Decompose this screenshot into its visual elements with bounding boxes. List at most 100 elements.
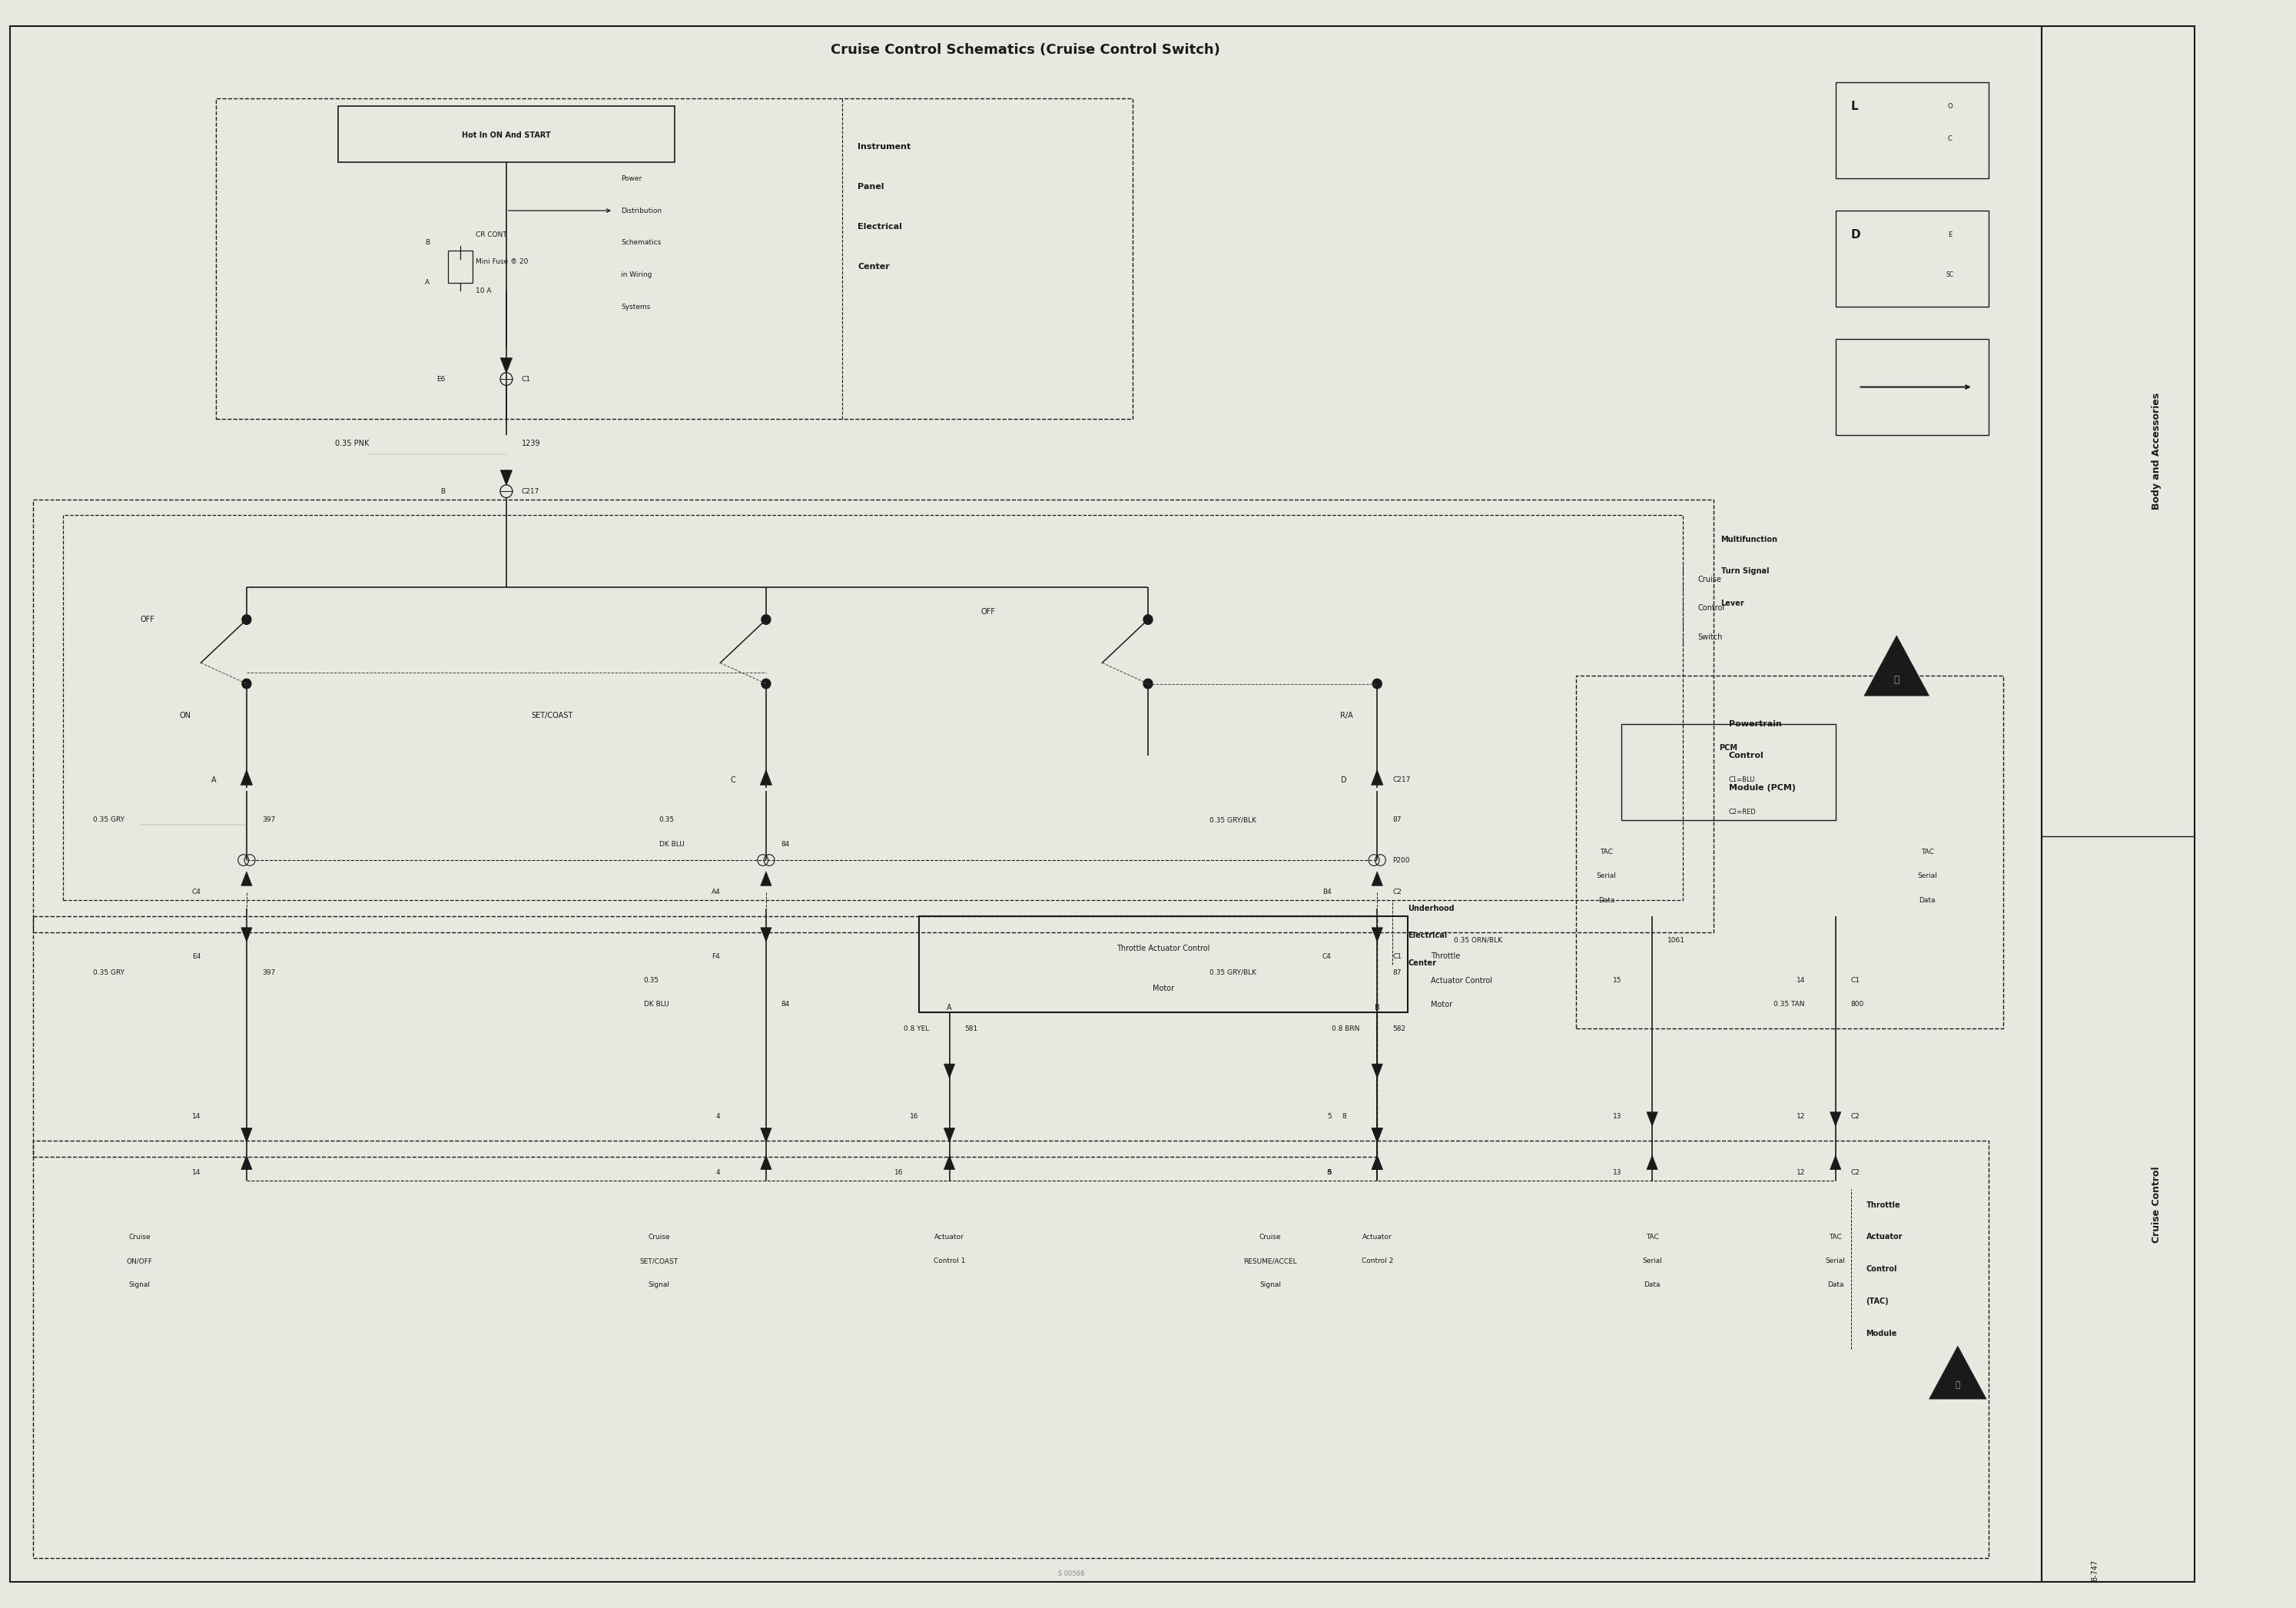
Text: 8: 8 bbox=[1343, 1113, 1348, 1121]
Text: Throttle: Throttle bbox=[1867, 1201, 1901, 1209]
Circle shape bbox=[1373, 679, 1382, 688]
Text: ⛰: ⛰ bbox=[1894, 675, 1899, 685]
Polygon shape bbox=[944, 1064, 955, 1077]
Text: SET/COAST: SET/COAST bbox=[641, 1257, 677, 1264]
Bar bbox=[216, 98, 1132, 420]
Text: 0.35 GRY: 0.35 GRY bbox=[92, 817, 124, 823]
Text: Module (PCM): Module (PCM) bbox=[1729, 785, 1795, 791]
Text: (TAC): (TAC) bbox=[1867, 1298, 1890, 1306]
Text: 8: 8 bbox=[1327, 1169, 1332, 1177]
Bar bbox=[1575, 675, 2004, 1029]
Text: Mini Fuse ® 20: Mini Fuse ® 20 bbox=[475, 259, 528, 265]
Circle shape bbox=[241, 679, 250, 688]
Text: Throttle Actuator Control: Throttle Actuator Control bbox=[1116, 944, 1210, 952]
Text: Actuator: Actuator bbox=[934, 1233, 964, 1240]
Text: 16: 16 bbox=[895, 1169, 905, 1177]
Text: 14: 14 bbox=[193, 1169, 200, 1177]
Polygon shape bbox=[760, 872, 771, 886]
Text: B: B bbox=[1375, 1003, 1380, 1011]
Text: B: B bbox=[425, 240, 429, 246]
Text: Lever: Lever bbox=[1722, 600, 1745, 608]
Text: 0.35 GRY/BLK: 0.35 GRY/BLK bbox=[1210, 817, 1256, 823]
Text: DK BLU: DK BLU bbox=[643, 1002, 668, 1008]
Polygon shape bbox=[1371, 1064, 1382, 1077]
Polygon shape bbox=[760, 1129, 771, 1142]
Text: Serial: Serial bbox=[1917, 873, 1938, 880]
Polygon shape bbox=[1371, 770, 1382, 785]
Polygon shape bbox=[760, 770, 771, 785]
Text: S 00568: S 00568 bbox=[1058, 1571, 1084, 1577]
Text: D: D bbox=[1851, 228, 1860, 241]
Text: Cruise: Cruise bbox=[129, 1233, 152, 1240]
Text: TAC: TAC bbox=[1600, 849, 1612, 855]
Text: Powertrain: Powertrain bbox=[1729, 720, 1782, 728]
Text: C4: C4 bbox=[1322, 954, 1332, 960]
Polygon shape bbox=[241, 872, 253, 886]
Bar bbox=[32, 500, 1713, 933]
Text: Multifunction: Multifunction bbox=[1722, 535, 1777, 544]
Polygon shape bbox=[1646, 1156, 1658, 1169]
Polygon shape bbox=[760, 1156, 771, 1169]
Text: A: A bbox=[211, 777, 216, 783]
Text: Systems: Systems bbox=[620, 304, 650, 310]
Bar bbox=[64, 515, 1683, 900]
Text: Module: Module bbox=[1867, 1330, 1896, 1338]
Bar bbox=[1835, 211, 1988, 307]
Text: OFF: OFF bbox=[140, 616, 154, 624]
Text: TAC: TAC bbox=[1646, 1233, 1658, 1240]
Text: Cruise Control: Cruise Control bbox=[2151, 1167, 2161, 1243]
Polygon shape bbox=[1371, 872, 1382, 886]
Text: 87: 87 bbox=[1391, 817, 1401, 823]
Text: Center: Center bbox=[1407, 958, 1437, 966]
Text: Center: Center bbox=[859, 262, 891, 270]
Text: Schematics: Schematics bbox=[620, 240, 661, 246]
Text: Data: Data bbox=[1919, 897, 1936, 904]
Polygon shape bbox=[241, 928, 253, 942]
Text: Data: Data bbox=[1828, 1282, 1844, 1288]
Text: 4: 4 bbox=[716, 1169, 721, 1177]
Text: 5: 5 bbox=[1327, 1169, 1332, 1177]
Text: 12: 12 bbox=[1795, 1113, 1805, 1121]
Text: C4: C4 bbox=[191, 889, 200, 896]
Polygon shape bbox=[1830, 1113, 1841, 1126]
Text: Serial: Serial bbox=[1642, 1257, 1662, 1264]
Text: Signal: Signal bbox=[647, 1282, 670, 1288]
Text: Instrument: Instrument bbox=[859, 143, 912, 150]
Text: O: O bbox=[1947, 103, 1952, 109]
Text: C1: C1 bbox=[1851, 978, 1860, 984]
Text: 0.8 BRN: 0.8 BRN bbox=[1332, 1024, 1359, 1032]
Polygon shape bbox=[944, 1156, 955, 1169]
Bar bbox=[2041, 26, 2195, 1582]
Bar bbox=[32, 917, 1378, 1156]
Polygon shape bbox=[1646, 1113, 1658, 1126]
Text: Control 2: Control 2 bbox=[1362, 1257, 1394, 1264]
Polygon shape bbox=[241, 770, 253, 785]
Text: 0.35 GRY: 0.35 GRY bbox=[92, 970, 124, 976]
Text: C: C bbox=[1947, 135, 1952, 142]
Text: Control: Control bbox=[1729, 753, 1763, 759]
Circle shape bbox=[762, 614, 771, 624]
Text: Motor: Motor bbox=[1430, 1000, 1453, 1008]
Text: 397: 397 bbox=[262, 970, 276, 976]
Text: Motor: Motor bbox=[1153, 984, 1173, 992]
Text: Serial: Serial bbox=[1825, 1257, 1846, 1264]
Polygon shape bbox=[1371, 1156, 1382, 1169]
Polygon shape bbox=[501, 470, 512, 486]
Text: 800: 800 bbox=[1851, 1002, 1864, 1008]
Text: Actuator: Actuator bbox=[1362, 1233, 1391, 1240]
Text: C217: C217 bbox=[521, 487, 540, 495]
Text: CR CONT: CR CONT bbox=[475, 232, 507, 238]
Text: Control: Control bbox=[1867, 1265, 1896, 1274]
Text: ON: ON bbox=[179, 712, 191, 720]
Text: Actuator Control: Actuator Control bbox=[1430, 976, 1492, 984]
Text: C2=RED: C2=RED bbox=[1729, 809, 1756, 815]
Polygon shape bbox=[241, 1129, 253, 1142]
Text: C2: C2 bbox=[1391, 889, 1401, 896]
Text: 13: 13 bbox=[1612, 1113, 1621, 1121]
Text: Cruise: Cruise bbox=[1258, 1233, 1281, 1240]
Text: 397: 397 bbox=[262, 817, 276, 823]
Text: Data: Data bbox=[1644, 1282, 1660, 1288]
Text: A: A bbox=[946, 1003, 953, 1011]
Text: D: D bbox=[1341, 777, 1348, 783]
Text: Switch: Switch bbox=[1699, 634, 1722, 642]
